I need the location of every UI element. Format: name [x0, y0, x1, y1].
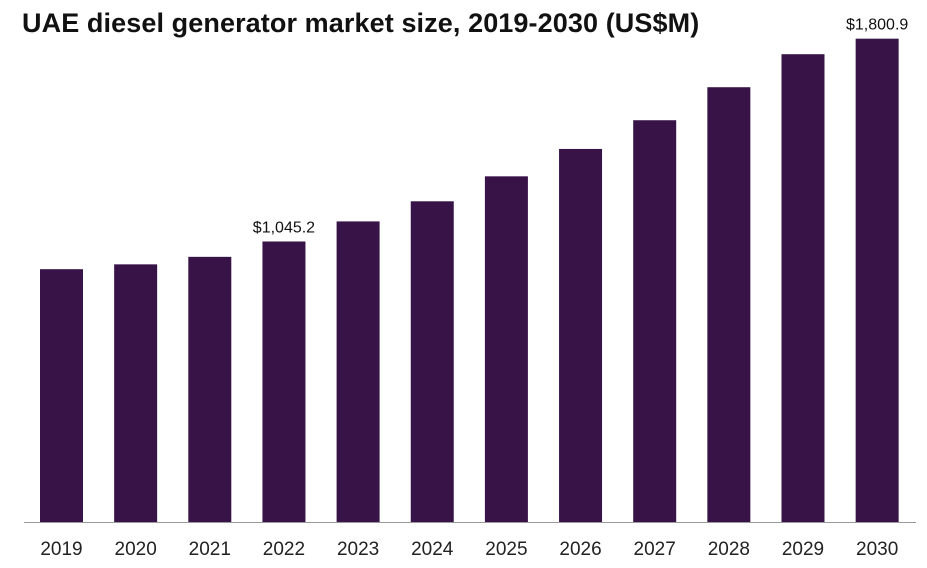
data-label-2022: $1,045.2	[253, 219, 315, 236]
chart-title: UAE diesel generator market size, 2019-2…	[22, 8, 700, 38]
x-tick-label-2019: 2019	[40, 539, 82, 560]
bar-2024	[410, 201, 454, 523]
x-tick-label-2023: 2023	[337, 539, 379, 560]
bar-2027	[633, 120, 677, 522]
x-tick-label-2026: 2026	[559, 539, 601, 560]
bar-2029	[781, 54, 825, 523]
x-tick-label-2030: 2030	[856, 539, 898, 560]
x-tick-label-2025: 2025	[485, 539, 527, 560]
bar-2026	[559, 148, 603, 522]
bar-2023	[336, 221, 380, 522]
bar-2021	[188, 256, 232, 522]
x-tick-label-2022: 2022	[263, 539, 305, 560]
bar-2025	[484, 176, 528, 522]
data-labels: $1,045.2 $1,800.9	[253, 17, 909, 237]
data-label-2030: $1,800.9	[846, 17, 908, 34]
x-tick-label-2029: 2029	[782, 539, 824, 560]
x-tick-label-2020: 2020	[115, 539, 157, 560]
bars-layer	[40, 38, 899, 523]
bar-2028	[707, 87, 751, 522]
bar-2030	[855, 38, 899, 523]
x-tick-label-2027: 2027	[634, 539, 676, 560]
bar-2022	[262, 241, 306, 523]
x-tick-labels: 2019 2020 2021 2022 2023 2024 2025 2026 2027 2028…	[40, 539, 898, 560]
x-tick-label-2028: 2028	[708, 539, 750, 560]
bar-2019	[40, 269, 83, 522]
bar-2020	[114, 264, 158, 522]
x-tick-label-2021: 2021	[189, 539, 231, 560]
x-tick-label-2024: 2024	[411, 539, 454, 560]
